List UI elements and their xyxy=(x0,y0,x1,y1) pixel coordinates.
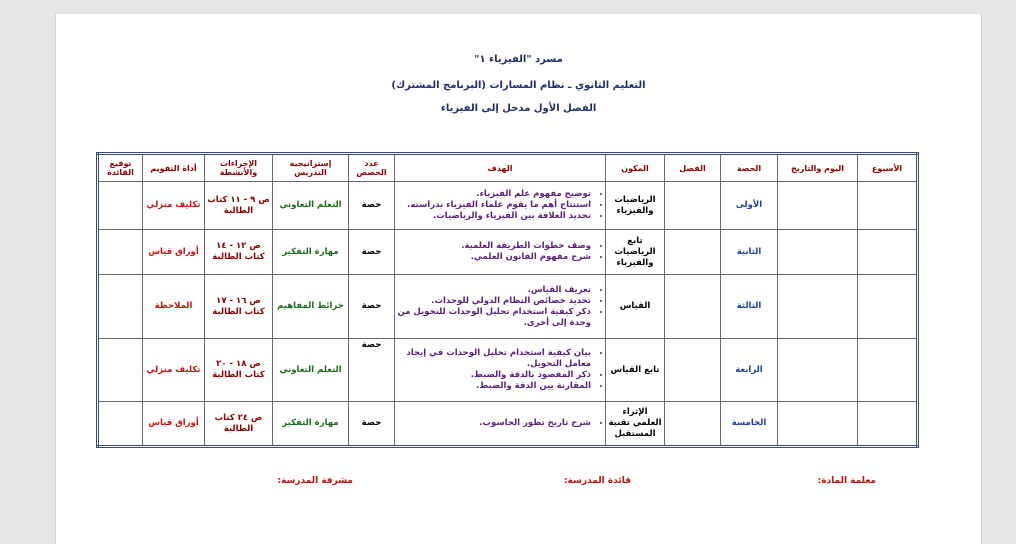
objective: تحديد خصائص النظام الدولي للوحدات. xyxy=(397,296,591,307)
column-header: عدد الحصص xyxy=(348,153,395,182)
principal-label: قائدة المدرسة: xyxy=(563,476,631,486)
signature-cell xyxy=(97,274,143,339)
unit-title: الفصل الأول مدخل إلى الفيزياء xyxy=(440,103,597,114)
objectives-cell: تعريف القياس.تحديد خصائص النظام الدولي ل… xyxy=(394,274,606,339)
chapter-cell xyxy=(664,181,721,230)
objective: بيان كيفية استخدام تحليل الوحدات في إيجا… xyxy=(397,348,591,370)
objective: استنتاج أهم ما يقوم علماء الفيزياء بدراس… xyxy=(397,200,591,211)
count-cell: حصة xyxy=(348,401,395,447)
strategy-cell: مهارة التفكير xyxy=(272,401,349,447)
component-cell: تابع الرياضيات والفيزياء xyxy=(605,229,665,275)
column-header: المكون xyxy=(605,153,665,182)
objective: تعريف القياس. xyxy=(397,285,591,296)
session-cell: الخامسة xyxy=(720,401,778,447)
title: مسرد "الفيزياء ١" xyxy=(474,54,563,65)
week-cell xyxy=(857,401,918,447)
objective: شرح مفهوم القانون العلمي. xyxy=(397,252,591,263)
objective: ذكر كيفية استخدام تحليل الوحدات للتحويل … xyxy=(397,307,591,329)
chapter-cell xyxy=(664,401,721,447)
column-header: الحصة xyxy=(720,153,778,182)
strategy-cell: خرائط المفاهيم xyxy=(272,274,349,339)
document-page: مسرد "الفيزياء ١" التعليم الثانوي ـ نظام… xyxy=(55,14,982,544)
evaluation-cell: تكليف منزلي xyxy=(142,338,205,402)
date-cell xyxy=(777,274,858,339)
activities-cell: ص ٩ - ١١ كتاب الطالبة xyxy=(204,181,273,230)
activities-cell: ص ١٨ - ٢٠ كتاب الطالبة xyxy=(204,338,273,402)
signature-cell xyxy=(97,181,143,230)
objective: المقارنة بين الدقة والضبط. xyxy=(397,381,591,392)
evaluation-cell: أوراق قياس xyxy=(142,229,205,275)
count-cell: حصة xyxy=(348,338,395,402)
session-cell: الثانية xyxy=(720,229,778,275)
component-cell: الرياضيات والفيزياء xyxy=(605,181,665,230)
chapter-cell xyxy=(664,338,721,402)
objective: توضيح مفهوم علم الفيزياء. xyxy=(397,189,591,200)
objectives-list: توضيح مفهوم علم الفيزياء.استنتاج أهم ما … xyxy=(397,189,603,222)
supervisor-label: مشرفة المدرسة: xyxy=(277,476,353,486)
column-header: الإجراءات والأنشطة xyxy=(204,153,273,182)
objectives-list: بيان كيفية استخدام تحليل الوحدات في إيجا… xyxy=(397,348,603,392)
evaluation-cell: أوراق قياس xyxy=(142,401,205,447)
activities-cell: ص ١٦ - ١٧ كتاب الطالبة xyxy=(204,274,273,339)
week-cell xyxy=(857,338,918,402)
objective: تحديد العلاقة بين الفيزياء والرياضيات. xyxy=(397,211,591,222)
objectives-list: وصف خطوات الطريقة العلمية.شرح مفهوم القا… xyxy=(397,241,603,263)
column-header: توقيع القائدة xyxy=(97,153,143,182)
column-header: إستراتيجية التدريس xyxy=(272,153,349,182)
strategy-cell: التعلم التعاوني xyxy=(272,338,349,402)
column-header: اليوم والتاريخ xyxy=(777,153,858,182)
strategy-cell: مهارة التفكير xyxy=(272,229,349,275)
plan-table: الأسبوع اليوم والتاريخ الحصة الفصل المكون اله… xyxy=(96,152,919,448)
date-cell xyxy=(777,338,858,402)
activities-cell: ص ١٢ - ١٤ كتاب الطالبة xyxy=(204,229,273,275)
week-cell xyxy=(857,274,918,339)
table-row: الرابعة تابع القياس بيان كيفية استخدام تحل… xyxy=(97,338,918,402)
week-cell xyxy=(857,181,918,230)
teacher-label: معلمة المادة: xyxy=(817,476,876,486)
objectives-cell: توضيح مفهوم علم الفيزياء.استنتاج أهم ما … xyxy=(394,181,606,230)
column-header: أداة التقويم xyxy=(142,153,205,182)
evaluation-cell: تكليف منزلي xyxy=(142,181,205,230)
objective: شرح تاريخ تطور الحاسوب. xyxy=(397,418,591,429)
column-header: الفصل xyxy=(664,153,721,182)
column-header: الهدف xyxy=(394,153,606,182)
objectives-cell: بيان كيفية استخدام تحليل الوحدات في إيجا… xyxy=(394,338,606,402)
component-cell: تابع القياس xyxy=(605,338,665,402)
component-cell: الإثراء العلمي تقنية المستقبل xyxy=(605,401,665,447)
session-cell: الأولى xyxy=(720,181,778,230)
strategy-cell: التعلم التعاوني xyxy=(272,181,349,230)
activities-cell: ص ٢٤ كتاب الطالبة xyxy=(204,401,273,447)
date-cell xyxy=(777,401,858,447)
signature-cell xyxy=(97,338,143,402)
date-cell xyxy=(777,181,858,230)
count-cell: حصة xyxy=(348,181,395,230)
objective: ذكر المقصود بالدقة والضبط. xyxy=(397,370,591,381)
objective: وصف خطوات الطريقة العلمية. xyxy=(397,241,591,252)
chapter-cell xyxy=(664,274,721,339)
chapter-cell xyxy=(664,229,721,275)
objectives-list: تعريف القياس.تحديد خصائص النظام الدولي ل… xyxy=(397,285,603,329)
table-row: الخامسة الإثراء العلمي تقنية المستقبل شرح … xyxy=(97,401,918,447)
signature-cell xyxy=(97,229,143,275)
count-cell: حصة xyxy=(348,274,395,339)
table-row: الثالثةالقياستعريف القياس.تحديد خصائص ال… xyxy=(97,274,918,339)
signature-cell xyxy=(97,401,143,447)
date-cell xyxy=(777,229,858,275)
objectives-list: شرح تاريخ تطور الحاسوب. xyxy=(397,418,603,429)
objectives-cell: وصف خطوات الطريقة العلمية.شرح مفهوم القا… xyxy=(394,229,606,275)
week-cell xyxy=(857,229,918,275)
header-row: الأسبوع اليوم والتاريخ الحصة الفصل المكون اله… xyxy=(97,153,918,182)
objectives-cell: شرح تاريخ تطور الحاسوب. xyxy=(394,401,606,447)
session-cell: الرابعة xyxy=(720,338,778,402)
subtitle: التعليم الثانوي ـ نظام المسارات (البرنام… xyxy=(391,80,646,91)
component-cell: القياس xyxy=(605,274,665,339)
count-cell: حصة xyxy=(348,229,395,275)
column-header: الأسبوع xyxy=(857,153,918,182)
session-cell: الثالثة xyxy=(720,274,778,339)
evaluation-cell: الملاحظة xyxy=(142,274,205,339)
